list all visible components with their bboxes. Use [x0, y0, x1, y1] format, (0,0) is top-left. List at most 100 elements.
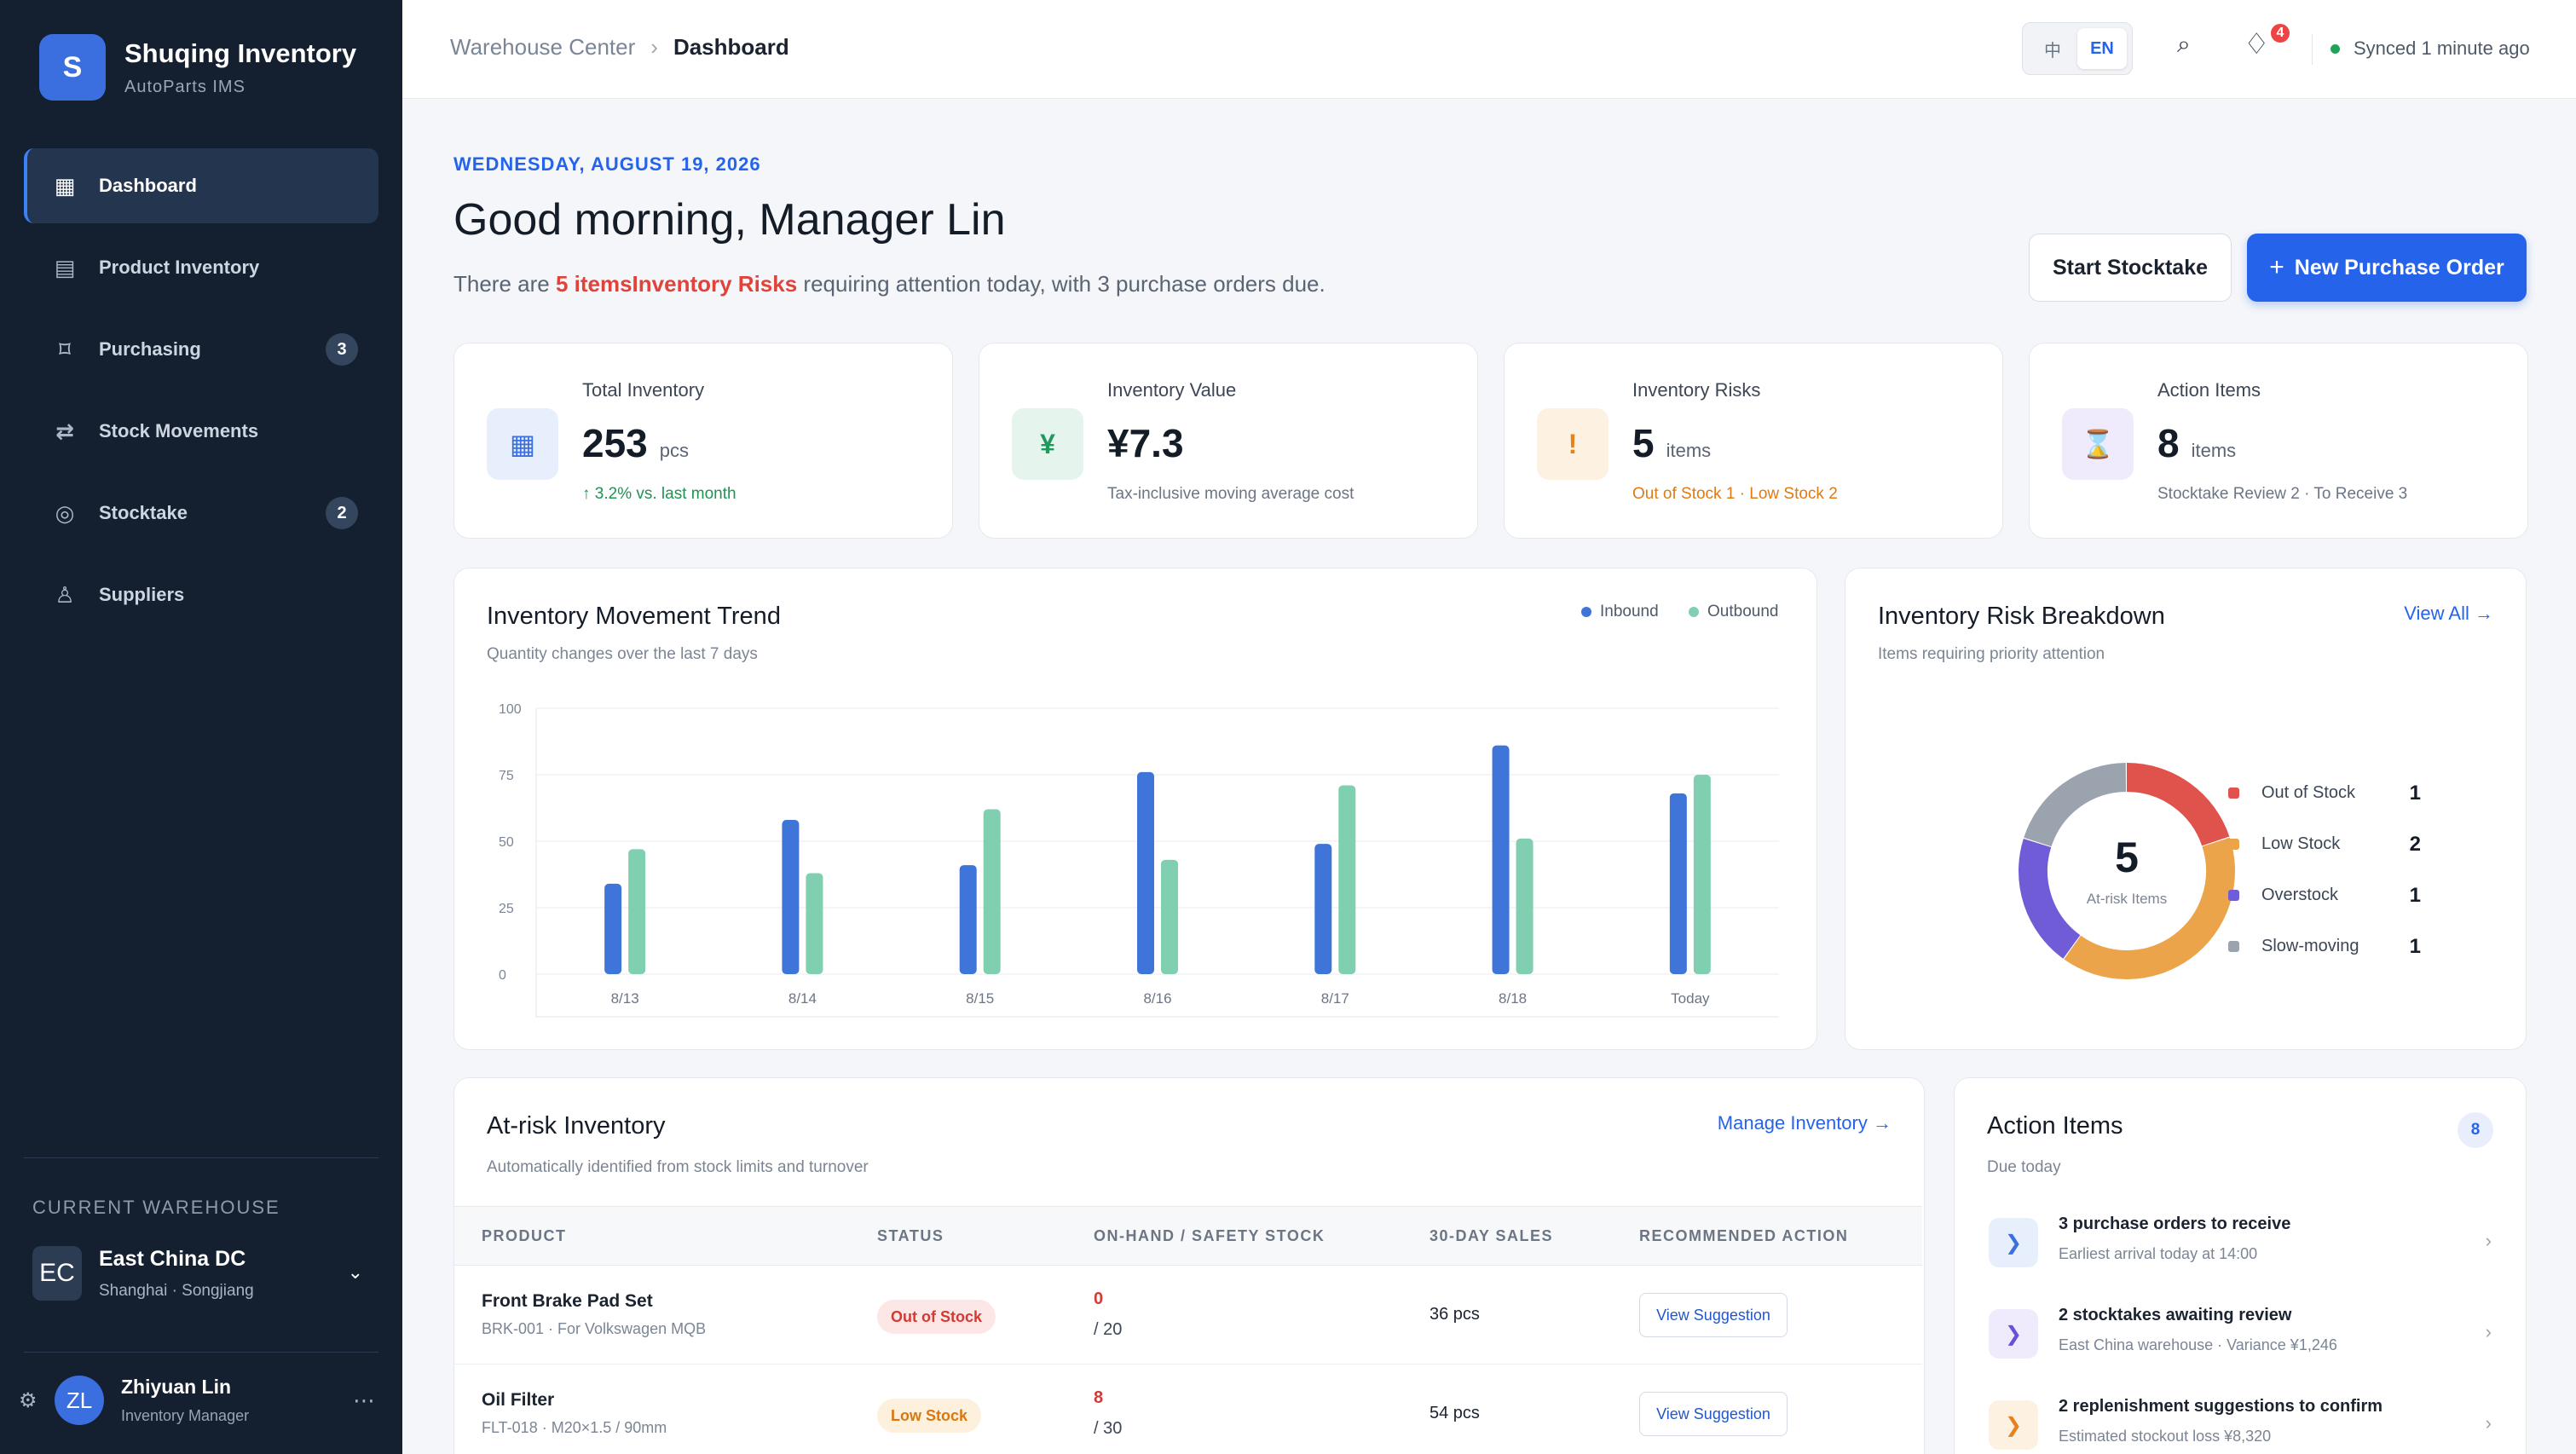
donut-slice-out-of-stock[interactable] [2126, 763, 2230, 846]
risk-donut-chart [2019, 763, 2235, 979]
x-tick-label: 8/18 [1499, 990, 1527, 1007]
notification-badge: 4 [2269, 22, 2291, 44]
sidebar-item-label: Stock Movements [99, 420, 259, 441]
sidebar-item-dashboard[interactable]: ▦ Dashboard [24, 148, 378, 223]
view-all-link[interactable]: View All → [2404, 603, 2493, 624]
action-item-title: 2 replenishment suggestions to confirm [2059, 1397, 2383, 1416]
warehouse-avatar: EC [32, 1246, 82, 1301]
bar-outbound-1[interactable] [806, 873, 823, 974]
bar-outbound-4[interactable] [1338, 785, 1356, 974]
sync-text: Synced 1 minute ago [2354, 38, 2530, 59]
bar-outbound-5[interactable] [1516, 838, 1533, 974]
stat-card-inventory-value[interactable]: ¥ Inventory Value ¥7.3 Tax-inclusive moving… [979, 343, 1478, 539]
bar-inbound-2[interactable] [959, 865, 977, 974]
donut-slice-low-stock[interactable] [2064, 837, 2235, 979]
donut-label: At-risk Items [2086, 891, 2168, 907]
action-arrow-icon: ❯ [1989, 1400, 2038, 1450]
new-purchase-order-button[interactable]: + New Purchase Order [2247, 234, 2527, 302]
sidebar-item-purchasing[interactable]: ⌑ Purchasing 3 [24, 312, 378, 387]
col-product: PRODUCT [482, 1227, 567, 1244]
stat-number: 253 [582, 421, 648, 465]
manage-inventory-link[interactable]: Manage Inventory → [1717, 1112, 1892, 1134]
action-item-title: 2 stocktakes awaiting review [2059, 1306, 2292, 1324]
more-icon[interactable]: ⋯ [353, 1388, 377, 1413]
chevron-right-icon: › [2485, 1230, 2492, 1251]
legend-outbound: Outbound [1689, 603, 1778, 621]
stat-note: Out of Stock 1 · Low Stock 2 [1632, 485, 1838, 503]
action-count-badge: 8 [2458, 1112, 2493, 1148]
breadcrumb-root[interactable]: Warehouse Center [450, 34, 636, 60]
x-tick-label: 8/17 [1321, 990, 1349, 1007]
donut-slice-overstock[interactable] [2019, 838, 2081, 959]
stat-unit: items [2191, 440, 2237, 461]
safety-stock-value: / 20 [1094, 1320, 1123, 1339]
x-tick-label: Today [1671, 990, 1710, 1007]
y-tick-label: 75 [499, 769, 514, 783]
brand[interactable]: S Shuqing Inventory AutoParts IMS [39, 34, 356, 101]
view-suggestion-button[interactable]: View Suggestion [1639, 1293, 1788, 1337]
table-row[interactable]: Oil Filter FLT-018 · M20×1.5 / 90mm Low St… [454, 1365, 1922, 1454]
bar-inbound-6[interactable] [1669, 793, 1687, 974]
risk-legend-overstock: Overstock 1 [2228, 884, 2421, 907]
col-onhand: ON-HAND / SAFETY STOCK [1094, 1227, 1326, 1244]
stat-unit: pcs [659, 440, 689, 461]
view-suggestion-button[interactable]: View Suggestion [1639, 1392, 1788, 1436]
table-row[interactable]: Front Brake Pad Set BRK-001 · For Volkswa… [454, 1266, 1922, 1365]
nav-count-badge: 2 [326, 497, 358, 529]
gear-icon[interactable]: ⚙ [19, 1388, 38, 1412]
stat-card-action-items[interactable]: ⌛ Action Items 8 items Stocktake Review 2 · … [2029, 343, 2528, 539]
start-stocktake-button[interactable]: Start Stocktake [2029, 234, 2232, 302]
legend-swatch-icon [2228, 890, 2239, 901]
lang-zh-button[interactable]: 中 [2044, 41, 2061, 61]
bar-outbound-6[interactable] [1693, 775, 1711, 974]
bar-outbound-2[interactable] [983, 809, 1001, 974]
sync-dot-icon [2331, 43, 2340, 54]
warehouse-location: Shanghai · Songjiang [99, 1281, 254, 1300]
risk-subtitle: Items requiring priority attention [1878, 645, 2105, 663]
action-item-subtitle: East China warehouse · Variance ¥1,246 [2059, 1336, 2337, 1353]
user-role: Inventory Manager [121, 1407, 250, 1424]
chevron-down-icon[interactable]: ⌄ [347, 1261, 363, 1283]
bar-inbound-3[interactable] [1137, 771, 1154, 974]
stat-label: Inventory Value [1107, 379, 1237, 401]
avatar: ZL [55, 1376, 104, 1425]
outbound-dot-icon [1689, 607, 1699, 617]
action-item[interactable]: ❯ 2 replenishment suggestions to confirm E… [1989, 1387, 2492, 1454]
stat-card-total-inventory[interactable]: ▦ Total Inventory 253 pcs ↑ 3.2% vs. last mo… [453, 343, 953, 539]
user-profile[interactable]: ⚙ ZL Zhiyuan Lin Inventory Manager ⋯ [19, 1376, 384, 1425]
sidebar-item-suppliers[interactable]: ♙ Suppliers [24, 557, 378, 632]
brand-subtitle: AutoParts IMS [124, 77, 245, 96]
brand-name: Shuqing Inventory [124, 38, 357, 68]
bar-inbound-5[interactable] [1492, 745, 1510, 974]
risk-label: Out of Stock [2261, 783, 2356, 802]
bell-icon[interactable]: ♢ [2244, 28, 2270, 61]
warehouse-switcher[interactable]: EC East China DC Shanghai · Songjiang ⌄ [32, 1246, 373, 1301]
action-item-title: 3 purchase orders to receive [2059, 1215, 2291, 1233]
stat-label: Action Items [2157, 379, 2261, 401]
sidebar-item-label: Suppliers [99, 584, 185, 605]
stat-card-inventory-risks[interactable]: ! Inventory Risks 5 items Out of Stock 1 · L… [1504, 343, 2003, 539]
donut-slice-slow-moving[interactable] [2024, 763, 2127, 847]
bar-inbound-0[interactable] [604, 883, 622, 974]
y-tick-label: 0 [499, 968, 506, 983]
purchasing-icon: ⌑ [58, 336, 71, 362]
bar-inbound-4[interactable] [1314, 844, 1332, 974]
search-icon[interactable]: ⌕ [2177, 31, 2191, 57]
bar-inbound-1[interactable] [782, 820, 800, 974]
sidebar-item-stock-movements[interactable]: ⇄ Stock Movements [24, 394, 378, 469]
action-item[interactable]: ❯ 3 purchase orders to receive Earliest ar… [1989, 1204, 2492, 1281]
chevron-right-icon: › [2485, 1321, 2492, 1342]
yen-icon: ¥ [1012, 408, 1083, 480]
sidebar-item-product-inventory[interactable]: ▤ Product Inventory [24, 230, 378, 305]
action-item[interactable]: ❯ 2 stocktakes awaiting review East China … [1989, 1295, 2492, 1372]
lang-en-button[interactable]: EN [2077, 28, 2127, 69]
sidebar-item-stocktake[interactable]: ◎ Stocktake 2 [24, 476, 378, 551]
sidebar-divider [24, 1352, 378, 1353]
stat-label: Total Inventory [582, 379, 705, 401]
bar-outbound-0[interactable] [628, 849, 646, 974]
risk-label: Slow-moving [2261, 937, 2359, 955]
sales-value: 36 pcs [1430, 1305, 1480, 1324]
bar-outbound-3[interactable] [1161, 859, 1178, 974]
sidebar-nav: ▦ Dashboard ▤ Product Inventory ⌑ Purchasing 3… [24, 148, 378, 639]
inventory-icon: ▤ [54, 254, 76, 280]
